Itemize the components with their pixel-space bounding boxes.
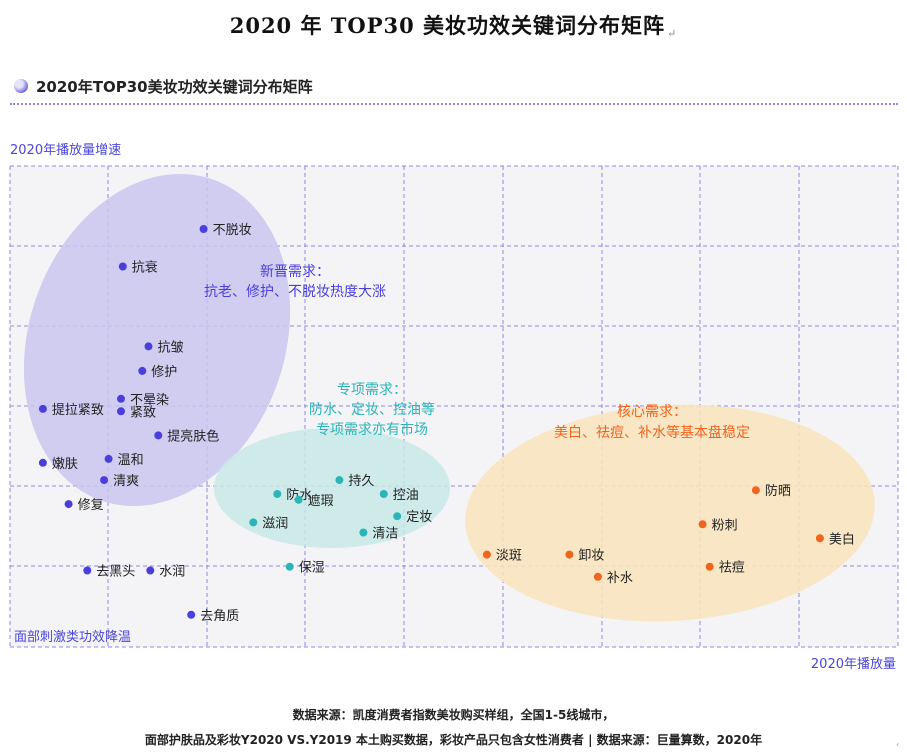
- data-point-emerging: [104, 454, 113, 463]
- data-point-label: 祛痘: [719, 560, 745, 576]
- data-point-special: [285, 562, 294, 571]
- data-point-emerging: [187, 610, 196, 619]
- data-point-label: 提亮肤色: [167, 428, 219, 444]
- data-point-special: [294, 495, 303, 504]
- cluster-special-title: 专项需求：: [337, 382, 407, 398]
- data-point-special: [273, 490, 282, 498]
- data-point-label: 美白: [829, 531, 855, 547]
- data-point-label: 抗衰: [132, 260, 158, 276]
- data-point-emerging: [117, 407, 125, 416]
- cluster-emerging-title: 新晋需求：: [260, 264, 330, 280]
- data-point-label: 提拉紧致: [52, 402, 104, 418]
- y-axis-top-label: 2020年播放量增速: [10, 143, 121, 158]
- data-point-label: 水润: [159, 565, 185, 580]
- data-point-emerging: [64, 500, 73, 509]
- data-point-core: [815, 534, 824, 543]
- data-point-label: 持久: [348, 474, 374, 489]
- cluster-core-title: 核心需求：: [617, 404, 687, 420]
- corner-mark: ‹: [896, 740, 900, 749]
- data-point-label: 不脱妆: [213, 223, 252, 238]
- footer-source-line-2: 面部护肤品及彩妆Y2020 VS.Y2019 本土购买数据，彩妆产品只包含女性消…: [144, 733, 763, 747]
- data-point-label: 卸妆: [578, 548, 604, 564]
- data-point-emerging: [117, 394, 125, 403]
- footer-source-line-1: 数据来源：凯度消费者指数美妆购买样组，全国1-5线城市，: [292, 708, 615, 722]
- cluster-region-special: [214, 428, 450, 548]
- x-axis-label: 2020年播放量: [811, 657, 896, 672]
- data-point-core: [751, 486, 760, 495]
- data-point-label: 保湿: [299, 561, 325, 576]
- cluster-special-line-1: 防水、定妆、控油等: [309, 401, 435, 418]
- data-point-core: [705, 562, 714, 571]
- header-divider: [10, 103, 898, 105]
- data-point-core: [565, 550, 574, 559]
- data-point-special: [359, 528, 368, 537]
- data-point-core: [482, 550, 491, 559]
- data-point-emerging: [138, 366, 147, 375]
- data-point-emerging: [83, 566, 92, 575]
- data-point-label: 清洁: [372, 527, 398, 542]
- data-point-special: [335, 476, 344, 485]
- data-point-label: 不晕染: [130, 393, 169, 408]
- data-point-label: 淡斑: [496, 549, 522, 564]
- data-point-label: 温和: [118, 453, 144, 468]
- chart-title: 2020年TOP30美妆功效关键词分布矩阵: [36, 77, 313, 96]
- paragraph-mark-icon: ↵: [667, 27, 678, 40]
- data-point-emerging: [144, 342, 153, 351]
- data-point-label: 粉刺: [712, 518, 738, 533]
- cluster-emerging-subtitle: 抗老、修护、不脱妆热度大涨: [204, 284, 386, 300]
- data-point-special: [249, 518, 258, 527]
- data-point-emerging: [100, 476, 109, 485]
- data-point-label: 防晒: [765, 483, 791, 499]
- data-point-label: 控油: [393, 488, 419, 503]
- document-title-text: 2020 年 TOP30 美妆功效关键词分布矩阵: [229, 13, 666, 38]
- cluster-special-line-2: 专项需求亦有市场: [316, 421, 428, 438]
- data-point-emerging: [199, 225, 208, 233]
- document-title: 2020 年 TOP30 美妆功效关键词分布矩阵 ↵: [0, 10, 907, 40]
- cluster-region-core: [465, 404, 875, 622]
- cluster-regions: [23, 173, 875, 622]
- data-point-emerging: [38, 404, 47, 413]
- data-point-special: [379, 490, 388, 498]
- data-point-label: 补水: [607, 571, 633, 586]
- data-point-label: 紧致: [130, 405, 156, 420]
- cluster-labels: 新晋需求： 抗老、修护、不脱妆热度大涨 专项需求： 防水、定妆、控油等 专项需求…: [204, 264, 750, 441]
- data-point-emerging: [38, 458, 47, 467]
- data-point-label: 滋润: [262, 516, 288, 531]
- data-point-label: 去黑头: [96, 565, 135, 580]
- cluster-core-subtitle: 美白、祛痘、补水等基本盘稳定: [554, 424, 750, 441]
- data-point-label: 遮瑕: [308, 493, 334, 509]
- data-point-label: 抗皱: [158, 339, 184, 355]
- data-point-label: 定妆: [406, 510, 432, 525]
- data-point-label: 修复: [78, 498, 104, 513]
- data-point-label: 防水: [286, 487, 312, 503]
- data-point-label: 清爽: [113, 474, 139, 489]
- axis-labels: 2020年播放量增速 面部刺激类功效降温 2020年播放量: [10, 143, 896, 672]
- data-point-label: 去角质: [200, 609, 239, 624]
- data-point-core: [593, 572, 602, 581]
- chart-header: 2020年TOP30美妆功效关键词分布矩阵: [14, 76, 313, 96]
- bullet-circle-icon: [14, 79, 28, 93]
- y-axis-bottom-label: 面部刺激类功效降温: [14, 630, 131, 645]
- data-point-emerging: [146, 566, 155, 575]
- data-point-emerging: [118, 262, 127, 271]
- data-point-label: 修护: [151, 365, 177, 380]
- cluster-region-emerging: [23, 173, 291, 507]
- data-point-emerging: [154, 431, 163, 440]
- data-point-label: 嫩肤: [52, 457, 78, 472]
- data-point-core: [698, 520, 707, 529]
- data-point-special: [393, 512, 402, 521]
